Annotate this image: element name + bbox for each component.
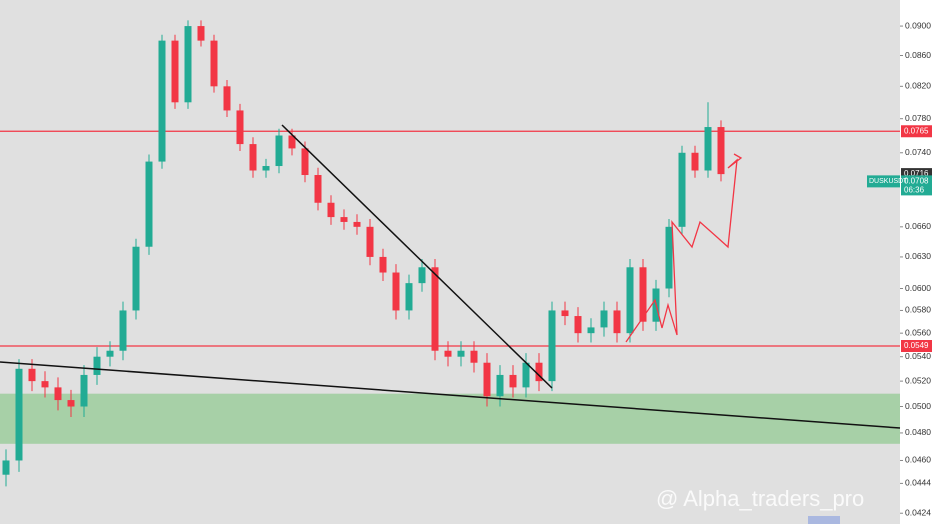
candle-body (665, 226, 673, 289)
candle-body (80, 374, 88, 407)
candle-body (275, 135, 283, 167)
demand-zone (0, 393, 900, 444)
candle-body (561, 310, 569, 317)
candle-body (171, 40, 179, 103)
candle-body (327, 202, 335, 218)
y-tick-label: 0.0444 (905, 478, 931, 488)
candle-body (392, 272, 400, 311)
y-tick-label: 0.0600 (905, 283, 931, 293)
grid-layer (0, 130, 900, 347)
candle-body (67, 400, 75, 407)
candle-body (145, 161, 153, 247)
candle-body (535, 362, 543, 382)
candle-body (314, 175, 322, 203)
y-tick-label: 0.0424 (905, 507, 931, 517)
candle-body (431, 267, 439, 351)
candle-body (353, 221, 361, 227)
level-label: 0.0549 (904, 341, 929, 350)
last-price-label: 0.0716 (904, 169, 929, 178)
price-axis (900, 0, 932, 524)
candle-body (587, 327, 595, 334)
projection-path (625, 153, 743, 343)
symbol-label: DUSKUSDT (869, 178, 908, 185)
candle-body (444, 350, 452, 357)
candle-body (457, 350, 465, 357)
candle-body (197, 26, 205, 41)
candle-body (301, 148, 309, 176)
candle-body (470, 350, 478, 363)
zone-layer (0, 393, 900, 444)
candle-body (639, 267, 647, 322)
y-tick-label: 0.0560 (905, 327, 931, 337)
mark-price-tag (901, 175, 932, 196)
candle-body (93, 356, 101, 375)
candle-body (366, 226, 374, 257)
symbol-tag (867, 175, 900, 188)
candle-body (340, 217, 348, 222)
time-highlight (808, 516, 840, 524)
y-tick-label: 0.0660 (905, 221, 931, 231)
candle-body (288, 135, 296, 149)
candle-body (704, 127, 712, 171)
candle-body (574, 316, 582, 334)
y-tick-label: 0.0460 (905, 455, 931, 465)
candle-body (509, 374, 517, 388)
support-trendline (0, 361, 901, 429)
level-tag (901, 340, 932, 353)
candle-body (483, 362, 491, 397)
candle-body (496, 374, 504, 397)
axis-layer: 0.0900 0.0860 0.0820 0.0780 0.0740 0.0660 0.06… (867, 20, 932, 517)
candle-body (106, 350, 114, 357)
y-tick-label: 0.0740 (905, 147, 931, 157)
y-tick-label: 0.0500 (905, 401, 931, 411)
candle-body (2, 460, 10, 475)
watermark: @ Alpha_traders_pro (656, 486, 864, 511)
candle-body (28, 368, 36, 382)
candle-body (600, 310, 608, 328)
y-tick-label: 0.0860 (905, 50, 931, 60)
y-tick-label: 0.0820 (905, 81, 931, 91)
candle-body (691, 152, 699, 171)
y-tick-label: 0.0540 (905, 351, 931, 361)
y-tick-label: 0.0780 (905, 113, 931, 123)
candle-body (613, 310, 621, 334)
mark-price-label: 0.0708 (904, 176, 929, 185)
candle-body (132, 246, 140, 311)
candle-body (158, 40, 166, 162)
resistance-trendline (281, 124, 553, 389)
y-tick-label: 0.0630 (905, 251, 931, 261)
candle-layer (2, 20, 725, 487)
candle-body (717, 127, 725, 175)
candle-body (262, 166, 270, 171)
candle-body (41, 381, 49, 388)
y-tick-label: 0.0520 (905, 375, 931, 385)
candle-body (15, 368, 23, 461)
candle-body (54, 387, 62, 401)
candle-body (236, 110, 244, 145)
y-tick-label: 0.0480 (905, 427, 931, 437)
y-tick-label: 0.0580 (905, 305, 931, 315)
candle-body (418, 267, 426, 284)
level-label: 0.0765 (904, 126, 929, 135)
candle-body (678, 152, 686, 227)
candle-body (210, 40, 218, 87)
candle-body (223, 86, 231, 111)
candle-body (379, 256, 387, 273)
y-tick-label: 0.0900 (905, 20, 931, 30)
candle-body (548, 310, 556, 382)
candle-body (184, 26, 192, 103)
candle-body (522, 362, 530, 388)
candle-body (249, 144, 257, 171)
countdown-label: 06:36 (904, 185, 925, 194)
candle-body (626, 267, 634, 334)
candle-body (405, 283, 413, 311)
level-tag (901, 125, 932, 138)
candle-body (119, 310, 127, 351)
